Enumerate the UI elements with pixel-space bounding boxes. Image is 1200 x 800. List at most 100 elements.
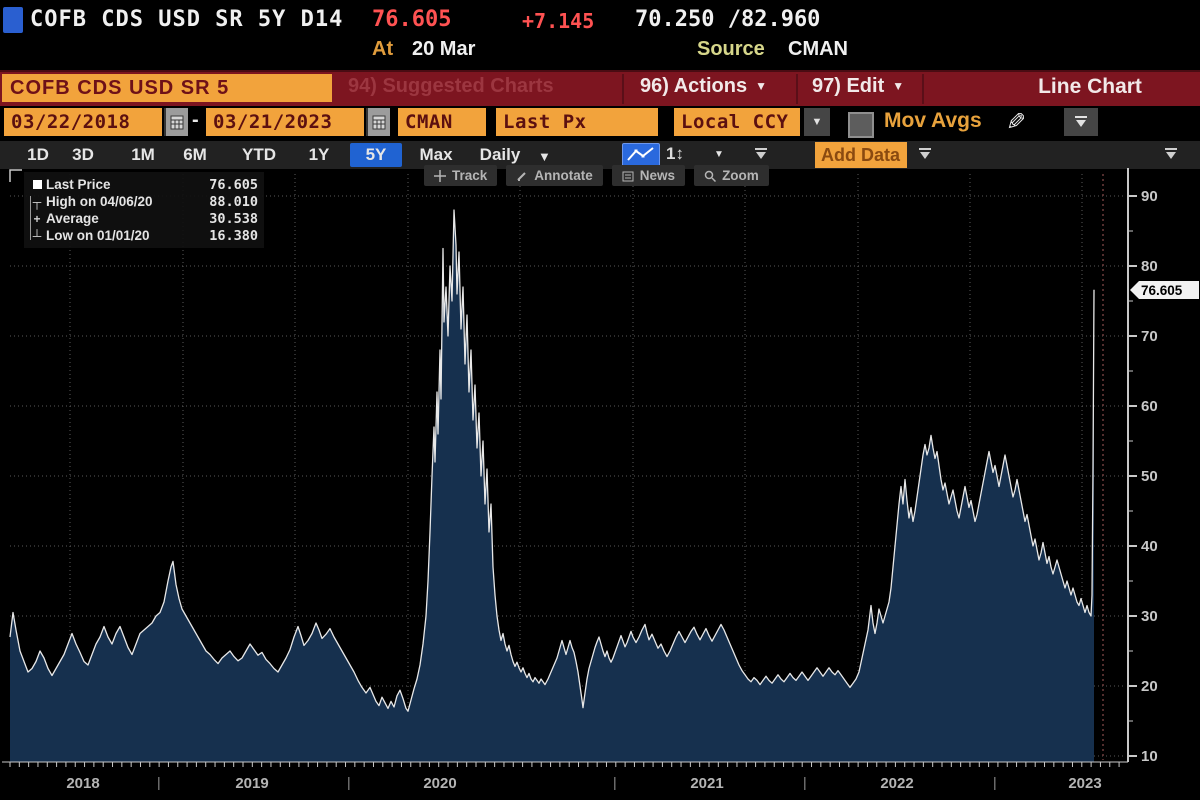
expand-data-button[interactable]	[916, 147, 934, 166]
legend-range-bar	[30, 196, 31, 240]
at-date: 20 Mar	[412, 38, 476, 60]
pricing-source-field[interactable]: CMAN	[398, 108, 486, 136]
legend-last-price-row: Last Price 76.605	[28, 176, 258, 193]
period-1d[interactable]: 1D	[27, 145, 49, 164]
legend-high-row: ┬ High on 04/06/20 88.010	[28, 193, 258, 210]
expand-toolbar-button[interactable]	[752, 147, 770, 166]
security-title: COFB CDS USD SR 5Y D14	[30, 7, 344, 32]
average-marker-icon: +	[33, 211, 41, 226]
expand-more-icon	[755, 148, 767, 159]
expand-more-icon	[919, 148, 931, 159]
news-icon	[622, 171, 634, 181]
line-chart-type-button[interactable]	[622, 143, 660, 167]
chevron-down-icon[interactable]: ▼	[538, 149, 551, 164]
calendar-icon[interactable]	[366, 108, 390, 136]
price-change-value: +7.145	[522, 9, 595, 33]
news-button[interactable]: News	[611, 165, 686, 186]
expand-more-icon	[1165, 148, 1177, 159]
source-label: Source	[697, 38, 765, 60]
last-price-marker-icon	[32, 179, 42, 189]
period-6m[interactable]: 6M	[183, 145, 207, 164]
bid-ask-value: 70.250 /82.960	[635, 7, 821, 32]
x-year-label: 2023	[1068, 775, 1101, 792]
price-chart[interactable]: 10 20 30 40 50 60 70 80 90 2018 2019 2020 2021 2022 20…	[0, 168, 1200, 800]
security-flag-icon	[3, 7, 23, 33]
low-marker-icon: ┴	[32, 228, 42, 243]
price-type-field[interactable]: Last Px	[496, 108, 658, 136]
edit-menu[interactable]: 97) Edit ▼	[812, 75, 905, 97]
y-tick-label: 40	[1141, 538, 1158, 555]
y-tick-label: 50	[1141, 468, 1158, 485]
ticker-input[interactable]: COFB CDS USD SR 5	[2, 74, 332, 102]
date-to-field[interactable]: 03/21/2023	[206, 108, 364, 136]
edit-pencil-icon[interactable]: ✎	[1006, 109, 1027, 136]
x-year-separator: |	[993, 774, 997, 790]
x-year-separator: |	[803, 774, 807, 790]
y-tick-label: 80	[1141, 258, 1158, 275]
add-data-field[interactable]: Add Data	[815, 142, 907, 168]
at-label: At	[372, 38, 394, 60]
period-ytd[interactable]: YTD	[242, 145, 276, 164]
calendar-icon[interactable]	[164, 108, 188, 136]
period-1y[interactable]: 1Y	[308, 145, 330, 164]
high-marker-icon: ┬	[32, 194, 42, 209]
currency-dropdown-button[interactable]: ▼	[804, 108, 830, 136]
suggested-charts-menu[interactable]: 94) Suggested Charts	[348, 75, 554, 97]
chevron-down-icon: ▼	[892, 79, 905, 93]
pencil-icon	[517, 171, 526, 181]
menu-bar: COFB CDS USD SR 5 94) Suggested Charts 9…	[0, 70, 1200, 106]
period-3d[interactable]: 3D	[72, 145, 94, 164]
crosshair-icon	[434, 169, 446, 182]
plot-corner	[9, 169, 22, 182]
chevron-down-icon: ▼	[811, 116, 823, 128]
x-year-label: 2018	[66, 775, 99, 792]
x-year-label: 2022	[880, 775, 913, 792]
y-tick-label: 70	[1141, 328, 1158, 345]
period-bar: 1D 3D 1M 6M YTD 1Y 5Y Max Daily ▼ 1↕ ▼ A…	[0, 140, 1200, 169]
chart-legend: Last Price 76.605 ┬ High on 04/06/20 88.…	[24, 172, 264, 248]
y-tick-label: 90	[1141, 188, 1158, 205]
mov-avgs-label[interactable]: Mov Avgs	[884, 109, 982, 132]
chevron-down-icon[interactable]: ▼	[714, 149, 724, 160]
mov-avgs-checkbox[interactable]	[848, 112, 874, 138]
x-year-label: 2019	[235, 775, 268, 792]
price-area-fill	[10, 210, 1094, 762]
actions-menu[interactable]: 96) Actions ▼	[640, 75, 767, 97]
control-bar: 03/22/2018 - 03/21/2023 CMAN Last Px Loc…	[0, 106, 1200, 140]
price-line	[9, 209, 1095, 712]
x-year-separator: |	[157, 774, 161, 790]
axis-scale-toggle[interactable]: 1↕	[666, 144, 684, 163]
date-range-dash: -	[192, 109, 199, 131]
legend-low-row: ┴ Low on 01/01/20 16.380	[28, 227, 258, 244]
currency-field[interactable]: Local CCY	[674, 108, 800, 136]
period-5y-selected[interactable]: 5Y	[350, 143, 402, 167]
chart-toolbar: Track Annotate News Zoom	[424, 165, 769, 186]
track-button[interactable]: Track	[424, 165, 498, 186]
source-value: CMAN	[788, 38, 848, 60]
x-year-label: 2021	[690, 775, 723, 792]
period-1m[interactable]: 1M	[131, 145, 155, 164]
x-year-separator: |	[347, 774, 351, 790]
y-tick-label: 60	[1141, 398, 1158, 415]
frequency-dropdown[interactable]: Daily	[479, 145, 521, 164]
annotate-button[interactable]: Annotate	[506, 165, 603, 186]
period-max[interactable]: Max	[419, 145, 453, 164]
zoom-button[interactable]: Zoom	[694, 165, 769, 186]
chart-type-label[interactable]: Line Chart	[1038, 75, 1142, 98]
last-price-tag	[1130, 281, 1199, 299]
x-year-label: 2020	[423, 775, 456, 792]
last-price-value: 76.605	[372, 7, 452, 32]
date-from-field[interactable]: 03/22/2018	[4, 108, 162, 136]
legend-average-row: + Average 30.538	[28, 210, 258, 227]
chevron-down-icon: ▼	[755, 79, 767, 93]
y-tick-label: 30	[1141, 608, 1158, 625]
magnifier-icon	[704, 170, 717, 182]
expand-right-button[interactable]	[1162, 147, 1180, 166]
last-price-tag-value: 76.605	[1141, 283, 1183, 298]
y-tick-label: 10	[1141, 748, 1158, 765]
x-year-separator: |	[613, 774, 617, 790]
y-tick-label: 20	[1141, 678, 1158, 695]
expand-more-icon	[1075, 116, 1087, 127]
expand-panel-button[interactable]	[1064, 108, 1098, 136]
